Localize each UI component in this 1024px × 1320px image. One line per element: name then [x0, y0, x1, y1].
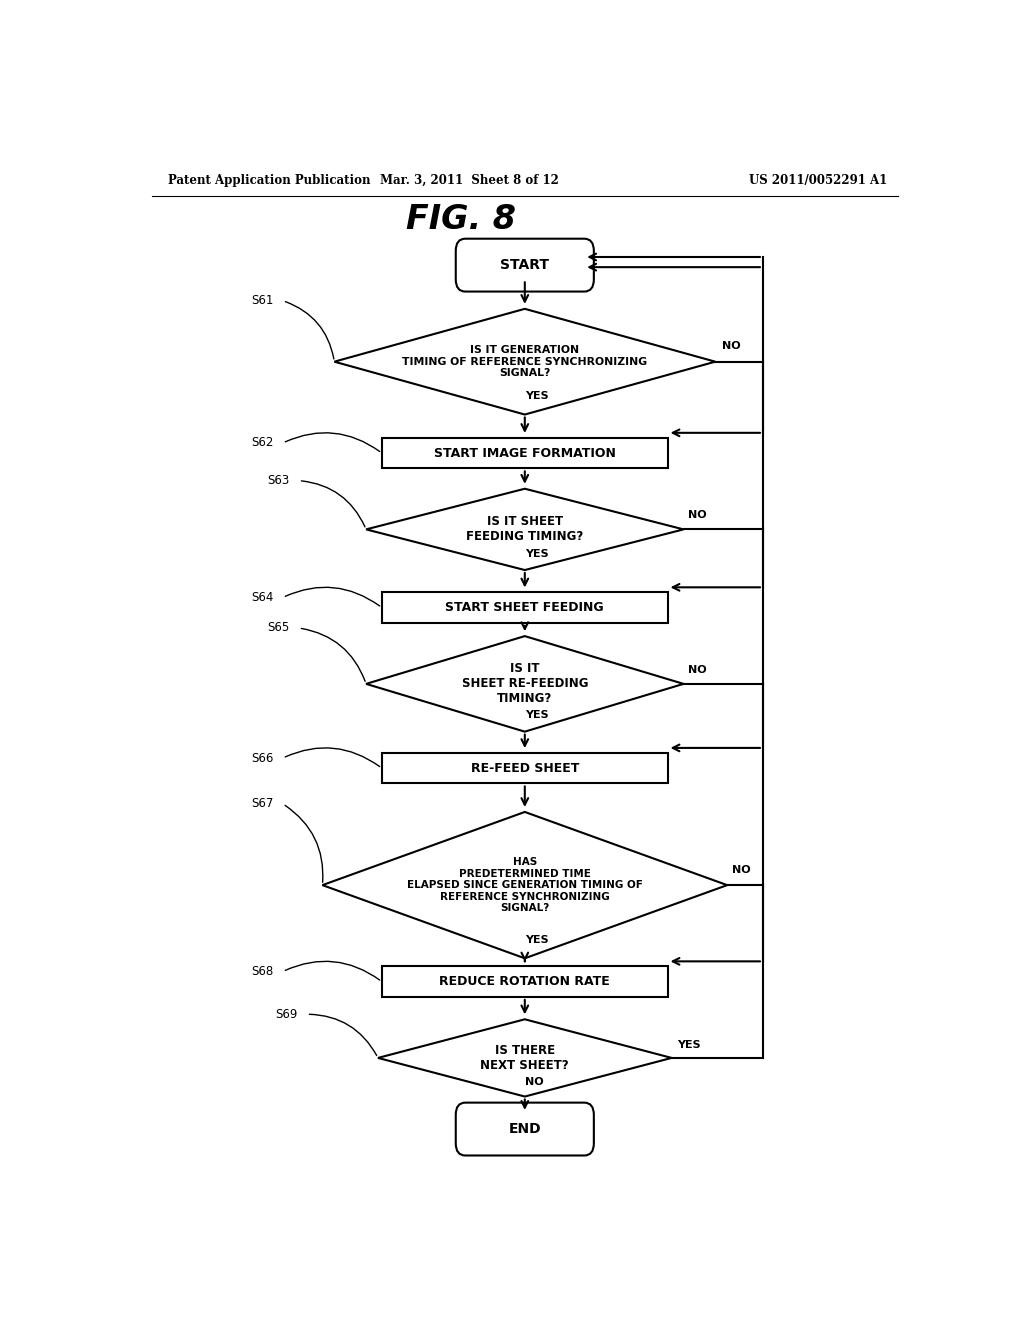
Bar: [382, 966, 668, 997]
Text: YES: YES: [677, 1040, 700, 1049]
Polygon shape: [367, 488, 684, 570]
Text: IS IT
SHEET RE-FEEDING
TIMING?: IS IT SHEET RE-FEEDING TIMING?: [462, 663, 588, 705]
Text: IS THERE
NEXT SHEET?: IS THERE NEXT SHEET?: [480, 1044, 569, 1072]
Text: Patent Application Publication: Patent Application Publication: [168, 174, 371, 187]
Text: S67: S67: [251, 797, 273, 810]
Text: NO: NO: [732, 865, 751, 875]
Bar: [382, 593, 668, 623]
Text: S69: S69: [274, 1007, 297, 1020]
Bar: [382, 752, 668, 784]
Text: HAS
PREDETERMINED TIME
ELAPSED SINCE GENERATION TIMING OF
REFERENCE SYNCHRONIZIN: HAS PREDETERMINED TIME ELAPSED SINCE GEN…: [407, 857, 643, 913]
Text: START SHEET FEEDING: START SHEET FEEDING: [445, 601, 604, 614]
Text: RE-FEED SHEET: RE-FEED SHEET: [471, 762, 579, 775]
Text: END: END: [509, 1122, 541, 1137]
Text: YES: YES: [525, 391, 549, 401]
Bar: [382, 438, 668, 469]
Text: S68: S68: [251, 965, 273, 978]
Text: S61: S61: [251, 294, 273, 308]
Text: YES: YES: [525, 549, 549, 558]
Text: REDUCE ROTATION RATE: REDUCE ROTATION RATE: [439, 975, 610, 989]
Text: START: START: [501, 259, 549, 272]
Text: S64: S64: [251, 591, 273, 605]
Polygon shape: [323, 812, 727, 958]
Text: S63: S63: [267, 474, 289, 487]
Text: Mar. 3, 2011  Sheet 8 of 12: Mar. 3, 2011 Sheet 8 of 12: [380, 174, 559, 187]
FancyBboxPatch shape: [456, 239, 594, 292]
FancyBboxPatch shape: [456, 1102, 594, 1155]
Text: IS IT SHEET
FEEDING TIMING?: IS IT SHEET FEEDING TIMING?: [466, 515, 584, 544]
Text: NO: NO: [525, 1077, 544, 1088]
Text: US 2011/0052291 A1: US 2011/0052291 A1: [750, 174, 888, 187]
Text: NO: NO: [688, 665, 708, 675]
Text: S66: S66: [251, 751, 273, 764]
Text: NO: NO: [722, 342, 740, 351]
Text: YES: YES: [525, 935, 549, 945]
Text: YES: YES: [525, 710, 549, 721]
Polygon shape: [334, 309, 715, 414]
Text: S65: S65: [267, 622, 289, 635]
Text: S62: S62: [251, 437, 273, 450]
Text: START IMAGE FORMATION: START IMAGE FORMATION: [434, 446, 615, 459]
Polygon shape: [378, 1019, 672, 1097]
Text: NO: NO: [688, 510, 708, 520]
Text: FIG. 8: FIG. 8: [407, 203, 516, 236]
Text: IS IT GENERATION
TIMING OF REFERENCE SYNCHRONIZING
SIGNAL?: IS IT GENERATION TIMING OF REFERENCE SYN…: [402, 345, 647, 379]
Polygon shape: [367, 636, 684, 731]
